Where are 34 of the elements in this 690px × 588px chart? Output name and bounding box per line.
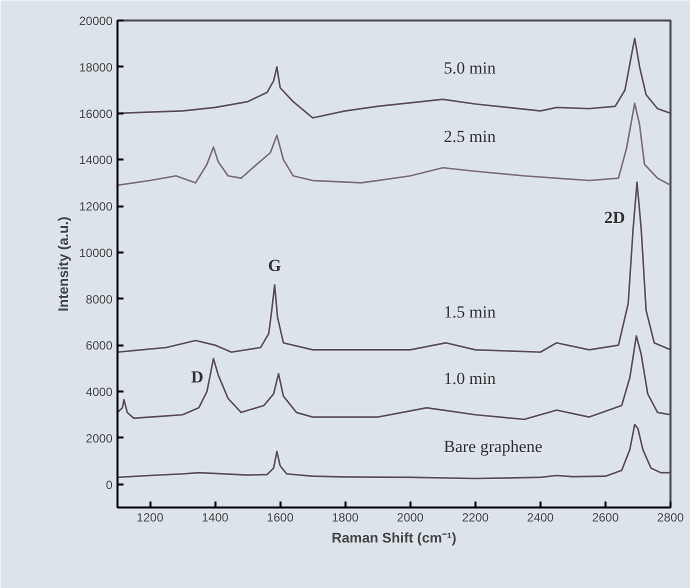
- x-tick-label: 1800: [332, 510, 359, 524]
- y-tick-label: 6000: [86, 338, 113, 353]
- series-label: 5.0 min: [444, 58, 496, 78]
- y-tick-label: 10000: [79, 246, 113, 260]
- y-tick-label: 20000: [79, 14, 113, 28]
- annotation: 2D: [604, 208, 625, 228]
- x-tick-label: 1600: [266, 510, 294, 524]
- x-axis-title: Raman Shift (cm⁻¹): [332, 530, 456, 546]
- y-tick-label: 2000: [86, 431, 113, 446]
- y-axis-title: Intensity (a.u.): [55, 216, 72, 312]
- x-tick-label: 1400: [202, 510, 229, 524]
- y-tick-label: 4000: [86, 385, 113, 400]
- line-series: [118, 102, 670, 186]
- series-label: Bare graphene: [444, 436, 542, 456]
- x-tick-label: 1200: [136, 510, 164, 524]
- x-tick-label: 2400: [527, 510, 554, 524]
- y-tick-label: 18000: [79, 60, 113, 74]
- y-tick-label: 16000: [79, 106, 113, 121]
- line-series: [118, 181, 670, 353]
- y-tick-label: 14000: [79, 153, 113, 168]
- x-tick-label: 2800: [657, 510, 684, 524]
- annotation: D: [191, 368, 204, 387]
- y-tick-label: 12000: [79, 200, 113, 214]
- annotation: G: [268, 256, 282, 275]
- series-label: 1.5 min: [444, 302, 496, 322]
- series-label: 2.5 min: [444, 126, 496, 146]
- line-series: [118, 424, 670, 480]
- series-label: 1.0 min: [444, 369, 496, 388]
- x-tick-label: 2600: [592, 510, 620, 524]
- x-tick-label: 2000: [396, 510, 424, 524]
- x-tick-label: 2200: [462, 510, 489, 524]
- y-tick-label: 0: [106, 478, 113, 492]
- y-tick-label: 8000: [86, 292, 113, 306]
- line-series: [118, 335, 670, 420]
